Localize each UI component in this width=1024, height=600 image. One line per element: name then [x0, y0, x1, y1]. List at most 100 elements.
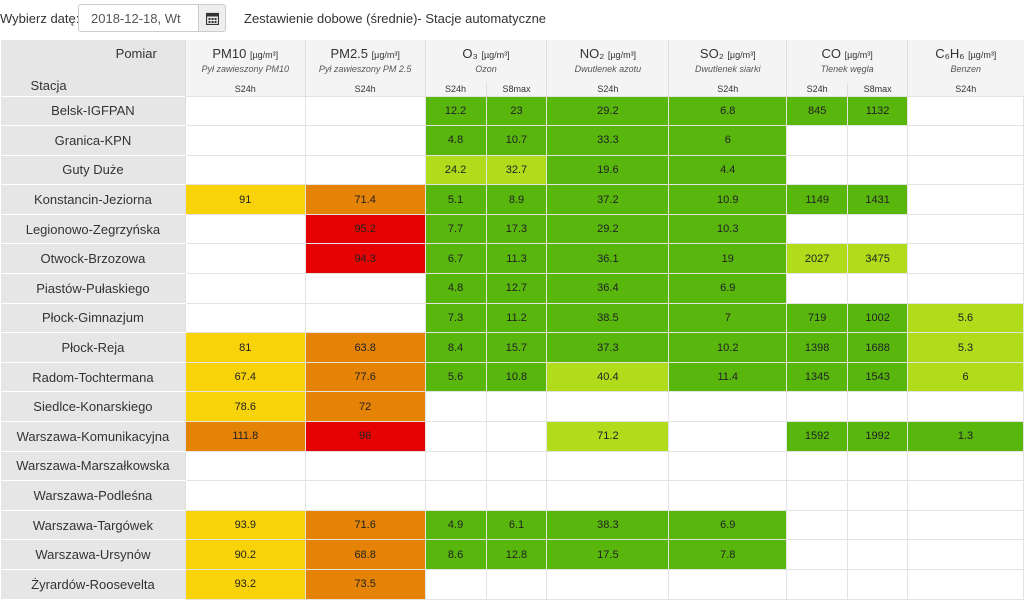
value-cell: 96	[304, 421, 426, 452]
value-cell: 36.4	[546, 273, 670, 304]
value-cell: 10.7	[485, 125, 548, 156]
header-unit: [µg/m³]	[481, 50, 510, 60]
header-name: C₆H₆	[935, 46, 965, 61]
value-cell: 68.8	[304, 539, 426, 570]
station-name: Guty Duże	[0, 154, 186, 186]
value-cell: 111.8	[184, 421, 306, 452]
value-cell	[907, 569, 1024, 600]
value-cell: 5.3	[907, 332, 1024, 363]
value-cell: 23	[485, 95, 548, 127]
station-name: Legionowo-Zegrzyńska	[0, 213, 186, 245]
value-cell	[786, 450, 849, 482]
station-name: Warszawa-Marszałkowska	[0, 450, 186, 482]
value-cell: 719	[786, 302, 849, 334]
station-name: Granica-KPN	[0, 125, 186, 156]
value-cell: 11.2	[485, 302, 548, 334]
date-input[interactable]	[78, 4, 199, 32]
header-desc: Dwutlenek azotu	[574, 64, 642, 74]
table-row: Płock-Gimnazjum 7.3 11.2 38.5 7 719 1002 5.6	[0, 302, 1024, 334]
value-cell: 1345	[786, 361, 849, 393]
value-cell: 17.5	[546, 539, 670, 570]
header-co: CO [µg/m³] Tlenek węgla	[786, 40, 908, 83]
page-title: Zestawienie dobowe (średnie)- Stacje aut…	[244, 11, 547, 26]
value-cell: 37.2	[546, 184, 670, 215]
value-cell: 6	[668, 125, 788, 156]
table-row: Granica-KPN 4.8 10.7 33.3 6	[0, 125, 1024, 156]
value-cell	[847, 480, 909, 511]
value-cell	[907, 184, 1024, 215]
value-cell: 90.2	[184, 539, 306, 570]
header-desc: Dwutlenek siarki	[694, 64, 761, 74]
value-cell: 73.5	[304, 569, 426, 600]
sub-header: S24h	[907, 83, 1024, 96]
value-cell	[304, 480, 426, 511]
value-cell	[907, 125, 1024, 156]
station-name: Siedlce-Konarskiego	[0, 391, 186, 423]
value-cell	[304, 302, 426, 334]
value-cell: 7.3	[424, 302, 487, 334]
header-unit: [µg/m³]	[727, 50, 756, 60]
value-cell: 1543	[847, 361, 909, 393]
value-cell	[668, 391, 788, 423]
value-cell: 24.2	[424, 154, 487, 186]
value-cell: 36.1	[546, 243, 670, 275]
header-unit: [µg/m³]	[249, 50, 279, 60]
sub-header: S24h	[668, 83, 787, 96]
header-unit: [µg/m³]	[371, 50, 400, 60]
value-cell: 1002	[847, 302, 909, 334]
table-row: Radom-Tochtermana 67.4 77.6 5.6 10.8 40.4 11.4…	[0, 361, 1024, 393]
value-cell	[847, 509, 909, 541]
header-unit: [µg/m³]	[968, 50, 997, 60]
value-cell: 17.3	[485, 213, 548, 245]
value-cell	[304, 273, 426, 304]
value-cell: 94.3	[304, 243, 426, 275]
value-cell	[847, 213, 909, 245]
value-cell: 6.7	[424, 243, 487, 275]
value-cell: 1.3	[907, 421, 1024, 452]
value-cell	[304, 154, 426, 186]
header-name: NO₂	[579, 46, 605, 61]
value-cell	[786, 480, 849, 511]
value-cell: 71.6	[304, 509, 426, 541]
value-cell: 12.2	[424, 95, 487, 127]
value-cell: 4.8	[424, 125, 487, 156]
header-desc: Benzen	[950, 64, 982, 74]
value-cell	[184, 273, 306, 304]
value-cell: 11.3	[485, 243, 548, 275]
value-cell	[424, 421, 487, 452]
value-cell	[786, 509, 849, 541]
value-cell: 8.4	[424, 332, 487, 363]
header-name: CO	[821, 46, 841, 61]
station-name: Płock-Reja	[0, 332, 186, 363]
value-cell	[786, 125, 849, 156]
value-cell	[907, 450, 1024, 482]
table-body: Belsk-IGFPAN 12.2 23 29.2 6.8 845 1132 Granica-…	[0, 95, 1024, 600]
table-row: Siedlce-Konarskiego 78.6 72	[0, 391, 1024, 423]
table-row: Piastów-Pułaskiego 4.8 12.7 36.4 6.9	[0, 273, 1024, 304]
value-cell: 1149	[786, 184, 849, 215]
header-so2: SO₂ [µg/m³] Dwutlenek siarki	[668, 40, 787, 83]
value-cell: 1688	[847, 332, 909, 363]
value-cell	[907, 480, 1024, 511]
calendar-button[interactable]	[198, 4, 226, 32]
value-cell	[485, 450, 548, 482]
value-cell: 7.7	[424, 213, 487, 245]
value-cell	[184, 154, 306, 186]
calendar-icon	[206, 12, 219, 25]
value-cell: 10.9	[668, 184, 788, 215]
value-cell: 77.6	[304, 361, 426, 393]
station-name: Płock-Gimnazjum	[0, 302, 186, 334]
header-desc: Pył zawieszony PM 2.5	[318, 64, 412, 74]
value-cell: 7	[668, 302, 788, 334]
value-cell	[304, 95, 426, 127]
value-cell	[546, 450, 670, 482]
value-cell	[907, 213, 1024, 245]
value-cell: 6.9	[668, 273, 788, 304]
value-cell: 1398	[786, 332, 849, 363]
value-cell: 38.5	[546, 302, 670, 334]
value-cell: 71.2	[546, 421, 670, 452]
station-name: Żyrardów-Roosevelta	[0, 569, 186, 600]
sub-header: S24h	[304, 83, 426, 96]
station-name: Konstancin-Jeziorna	[0, 184, 186, 215]
value-cell	[546, 391, 670, 423]
